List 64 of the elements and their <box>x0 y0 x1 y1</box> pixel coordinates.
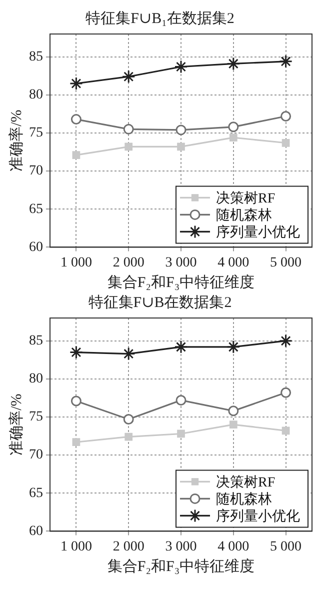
point <box>174 60 188 74</box>
y-tick-label: 70 <box>29 164 43 179</box>
legend-label: 决策树RF <box>216 190 276 206</box>
point <box>174 340 188 354</box>
point <box>280 110 292 122</box>
x-tick-label: 4 000 <box>218 255 250 270</box>
x-tick-label: 2 000 <box>112 539 144 554</box>
point <box>72 438 80 446</box>
x-axis-title: 集合F₂和F₃中特征维度 <box>107 558 255 575</box>
chart-title: 特征集F∪B₁在数据集2 <box>86 10 234 27</box>
legend-label: 随机森林 <box>216 491 272 508</box>
y-tick-label: 80 <box>29 88 43 103</box>
x-tick-label: 3 000 <box>165 539 197 554</box>
point <box>122 70 136 84</box>
point <box>70 114 82 125</box>
x-tick-label: 5 000 <box>270 539 302 554</box>
point <box>228 122 239 132</box>
x-axis-title: 集合F₂和F₃中特征维度 <box>107 274 255 291</box>
point <box>226 56 240 70</box>
legend-label: 随机森林 <box>216 207 272 224</box>
y-tick-label: 85 <box>29 334 43 349</box>
point <box>69 76 83 90</box>
y-tick-label: 80 <box>29 372 43 387</box>
point <box>176 124 186 136</box>
y-tick-label: 60 <box>29 240 43 255</box>
y-tick-label: 60 <box>29 524 43 539</box>
y-tick-label: 75 <box>29 410 43 425</box>
y-tick-label: 65 <box>29 486 43 501</box>
point <box>229 420 238 429</box>
point <box>177 142 185 151</box>
legend-label: 序列量小优化 <box>216 224 300 240</box>
point <box>279 334 293 348</box>
y-axis-title: 准确率/% <box>8 110 25 172</box>
x-tick-label: 2 000 <box>112 255 144 270</box>
x-tick-label: 1 000 <box>60 539 92 554</box>
y-tick-label: 70 <box>29 448 43 463</box>
point <box>229 134 238 142</box>
y-tick-label: 75 <box>29 126 43 141</box>
chart-title: 特征集F∪B在数据集2 <box>88 294 232 311</box>
y-tick-label: 85 <box>29 50 43 65</box>
x-tick-label: 3 000 <box>165 255 197 270</box>
legend-label: 序列量小优化 <box>216 508 300 524</box>
point <box>69 346 83 360</box>
x-tick-label: 1 000 <box>60 255 92 270</box>
point <box>70 396 82 406</box>
point <box>122 347 136 361</box>
x-tick-label: 5 000 <box>270 255 302 270</box>
y-axis-title: 准确率/% <box>8 394 25 456</box>
legend-label: 决策树RF <box>216 474 276 490</box>
x-tick-label: 4 000 <box>218 539 250 554</box>
point <box>123 124 134 134</box>
point <box>226 340 240 354</box>
point <box>176 394 186 406</box>
point <box>124 432 133 441</box>
point <box>177 430 185 438</box>
point <box>228 406 239 416</box>
y-tick-label: 65 <box>29 202 43 217</box>
point <box>124 142 133 151</box>
point <box>282 138 290 147</box>
point <box>279 54 293 68</box>
point <box>72 151 80 159</box>
point <box>280 387 292 398</box>
point <box>123 414 134 425</box>
point <box>282 426 290 435</box>
